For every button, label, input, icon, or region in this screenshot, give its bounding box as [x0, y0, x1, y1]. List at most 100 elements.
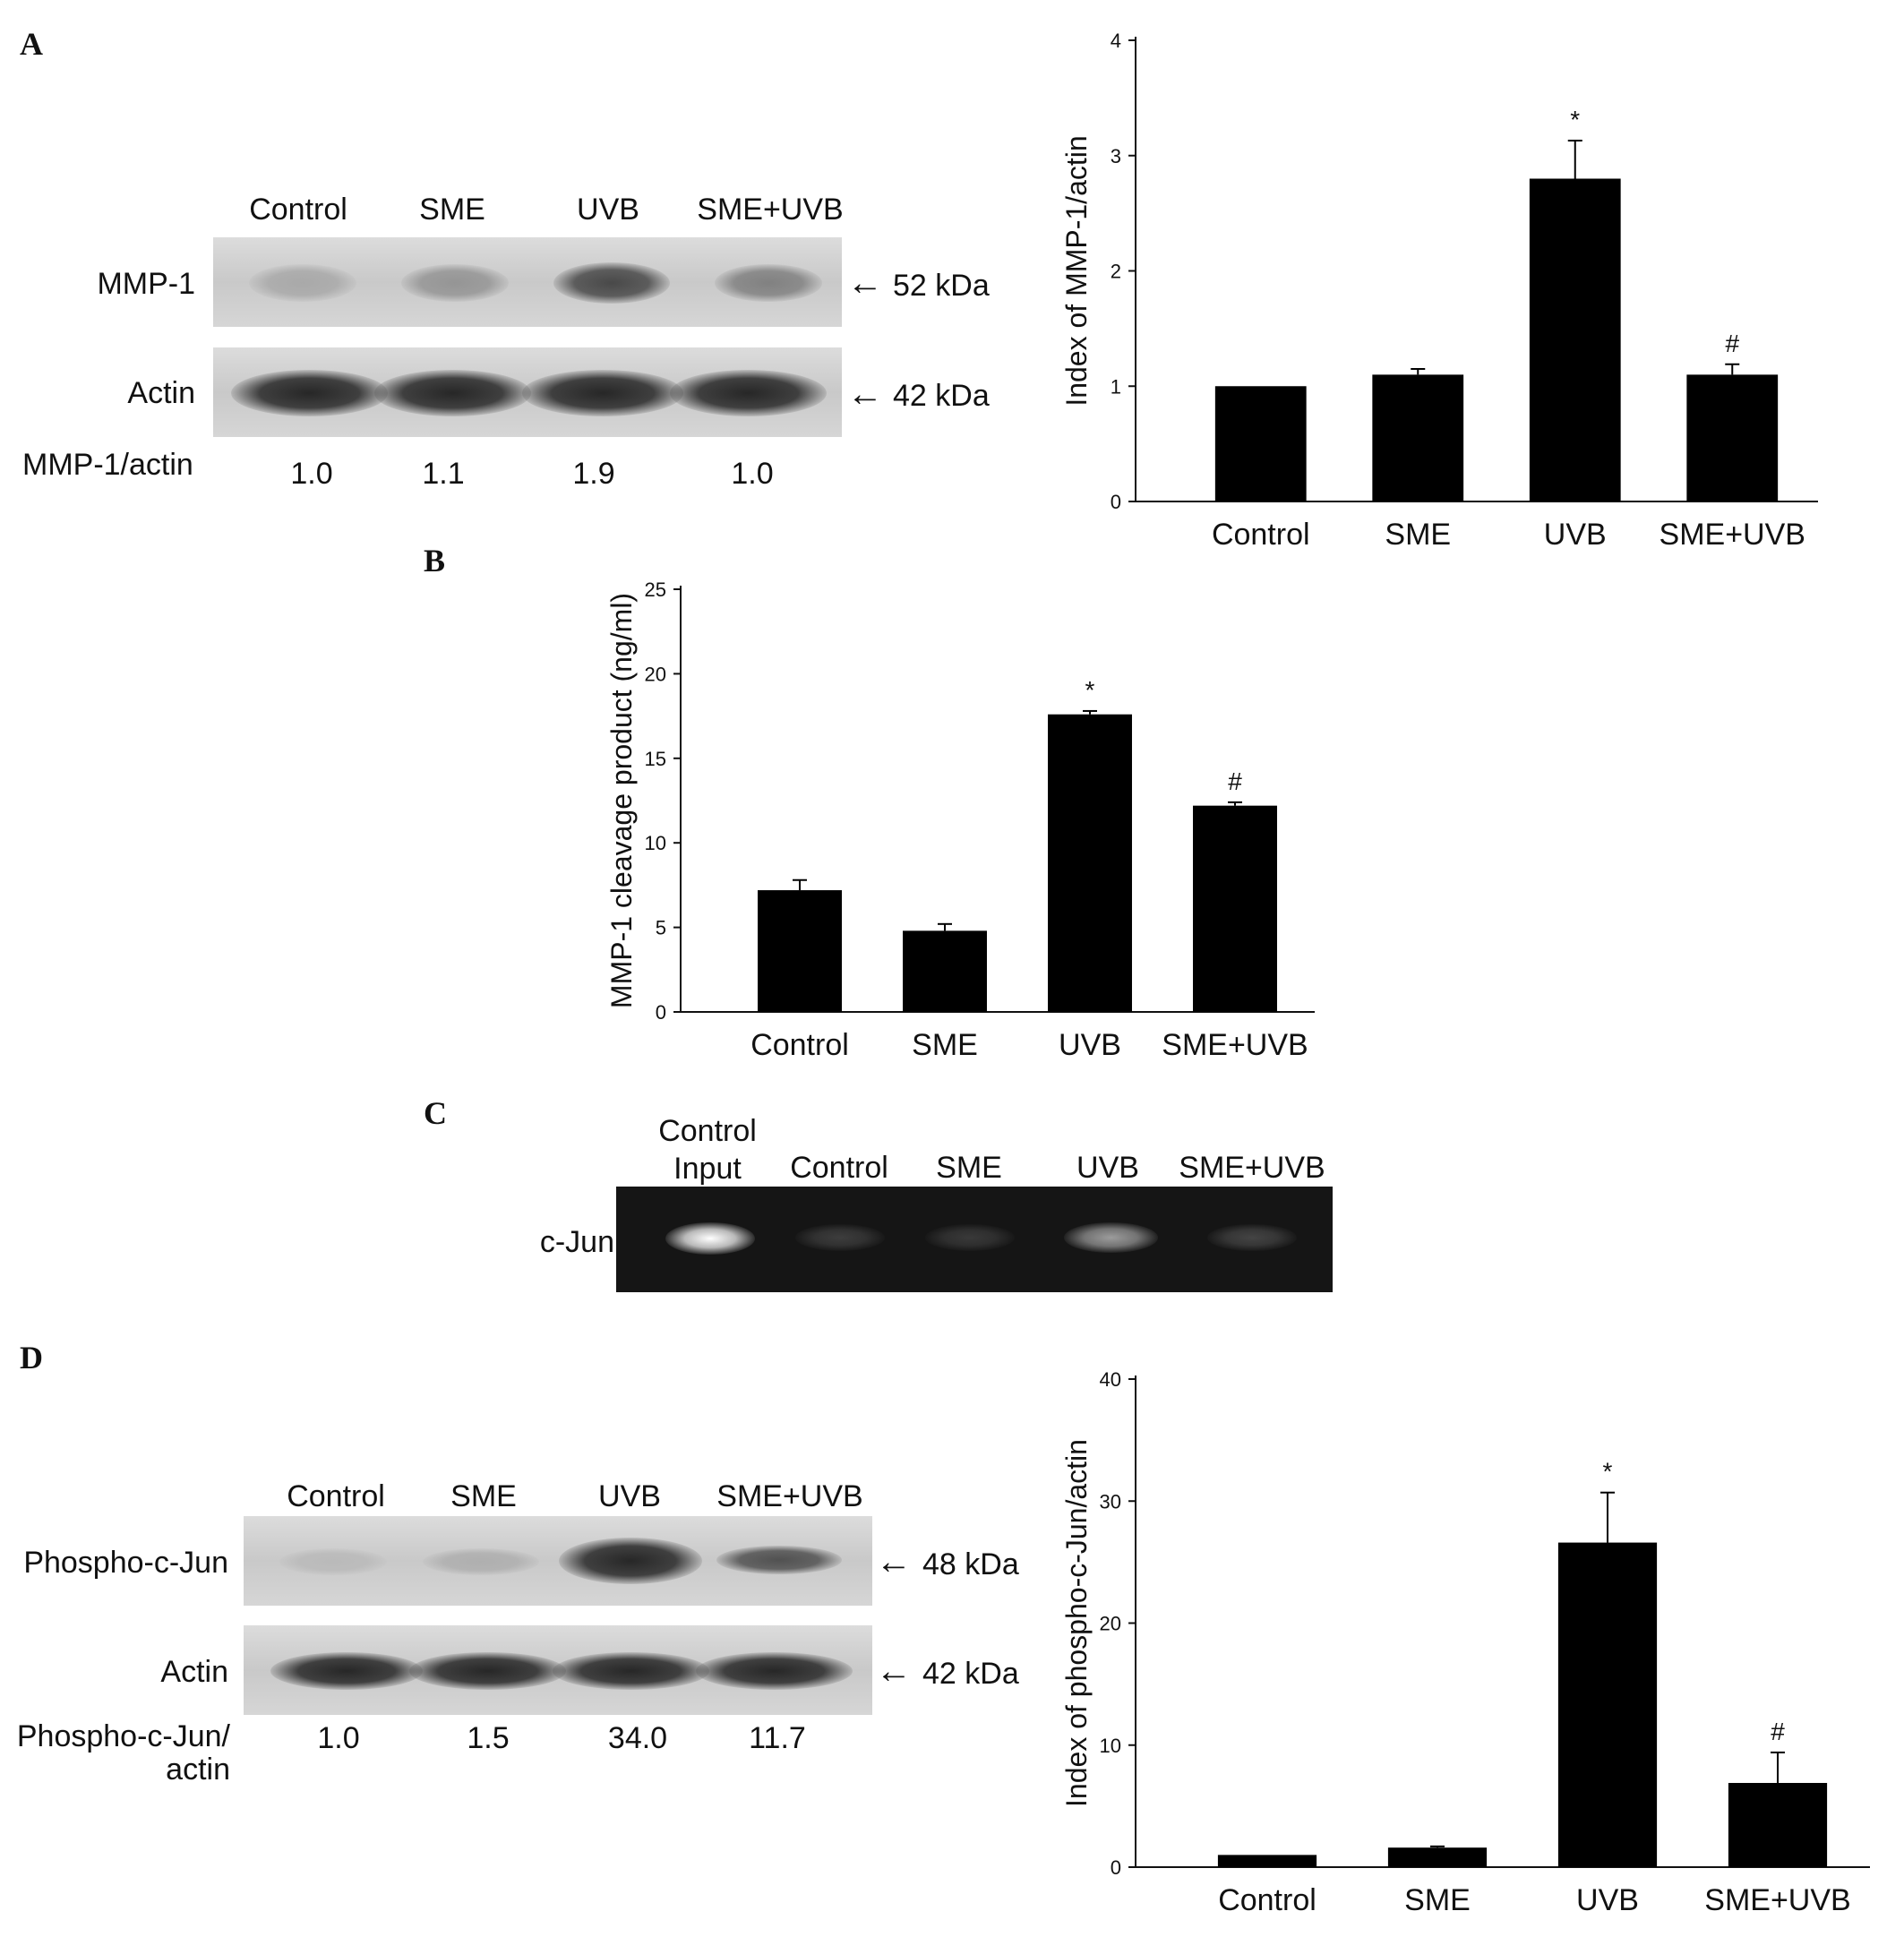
arrow-icon: ←: [876, 1542, 912, 1581]
bar-0: [1214, 386, 1307, 501]
x-tick-label-1: SME: [912, 1028, 978, 1062]
significance-mark-2: *: [1085, 676, 1095, 704]
y-tick-label: 25: [645, 578, 666, 601]
actin-band-d-4: [696, 1652, 853, 1690]
mmp1-band-sme: [401, 264, 509, 302]
y-axis-title: Index of phospho-c-Jun/actin: [1060, 1439, 1093, 1807]
y-tick-label: 30: [1100, 1490, 1121, 1513]
lane-label-d-2: SME: [450, 1479, 517, 1513]
mmp1-band-control: [249, 264, 356, 302]
bar-3: [1728, 1782, 1828, 1867]
arrow-icon: ←: [847, 374, 883, 414]
ratio-value-a-4: 1.0: [731, 457, 774, 491]
ratio-value-d-3: 34.0: [607, 1721, 668, 1755]
phospho-band-sme-uvb: [716, 1546, 842, 1574]
panel-label-d: D: [20, 1340, 43, 1376]
bar-2: [1529, 178, 1621, 501]
arrow-icon: ←: [847, 263, 883, 303]
actin-band-a-2: [374, 370, 531, 416]
actin-size-label-a: 42 kDa: [893, 379, 990, 413]
significance-mark-2: *: [1570, 106, 1580, 133]
x-tick-label-0: Control: [1218, 1883, 1317, 1917]
bar-2: [1557, 1542, 1658, 1867]
actin-blot-strip-d: [244, 1625, 872, 1715]
lane-label-a-1: Control: [249, 193, 347, 227]
y-tick-label: 10: [1100, 1735, 1121, 1757]
y-tick-label: 3: [1111, 145, 1121, 167]
phospho-band-uvb: [559, 1538, 702, 1584]
mmp1-band-uvb: [553, 262, 670, 304]
phospho-size-label: 48 kDa: [922, 1547, 1019, 1581]
phospho-band-sme: [423, 1548, 539, 1575]
actin-band-d-2: [409, 1652, 566, 1690]
y-tick-label: 0: [656, 1001, 666, 1024]
y-axis-title: Index of MMP-1/actin: [1060, 135, 1093, 406]
y-tick-label: 10: [645, 832, 666, 854]
bar-2: [1048, 714, 1132, 1012]
gel-lane-label-4: UVB: [1076, 1151, 1139, 1185]
phospho-band-control: [279, 1548, 387, 1575]
gel-lane-label-2: Control: [790, 1151, 888, 1185]
y-tick-label: 40: [1100, 1368, 1121, 1391]
ratio-value-d-1: 1.0: [317, 1721, 360, 1755]
bar-1: [1372, 374, 1464, 501]
actin-blot-strip-a: [213, 347, 842, 437]
lane-label-d-4: SME+UVB: [716, 1479, 863, 1513]
y-tick-label: 0: [1111, 491, 1121, 513]
gel-band-3: [925, 1224, 1015, 1251]
actin-size-label-d: 42 kDa: [922, 1657, 1019, 1691]
x-tick-label-3: SME+UVB: [1162, 1028, 1308, 1062]
lane-label-a-2: SME: [419, 193, 485, 227]
ratio-value-d-2: 1.5: [467, 1721, 510, 1755]
ratio-value-a-2: 1.1: [422, 457, 465, 491]
y-tick-label: 5: [656, 917, 666, 939]
x-tick-label-2: UVB: [1059, 1028, 1121, 1062]
y-tick-label: 1: [1111, 375, 1121, 398]
gel-lane-label-5: SME+UVB: [1179, 1151, 1325, 1185]
ratio-label-d-line1: Phospho-c-Jun/: [16, 1719, 230, 1753]
actin-band-a-4: [670, 370, 827, 416]
bar-1: [1387, 1847, 1488, 1867]
x-tick-label-1: SME: [1385, 518, 1451, 552]
gel-band-1: [665, 1222, 755, 1255]
ratio-label-d-line2: actin: [166, 1753, 230, 1787]
mmp1-band-sme-uvb: [715, 264, 822, 302]
x-tick-label-3: SME+UVB: [1660, 518, 1805, 552]
y-tick-label: 15: [645, 748, 666, 770]
lane-label-d-1: Control: [287, 1479, 385, 1513]
x-tick-label-0: Control: [1212, 518, 1310, 552]
gel-band-2: [795, 1224, 885, 1251]
arrow-icon: ←: [876, 1651, 912, 1691]
bar-3: [1686, 374, 1779, 501]
bar-0: [1217, 1855, 1317, 1867]
panel-label-a: A: [20, 26, 43, 62]
actin-band-d-1: [270, 1652, 423, 1690]
ratio-label-a: MMP-1/actin: [22, 448, 193, 482]
phospho-c-jun-blot-strip: [244, 1516, 872, 1606]
lane-label-a-3: UVB: [577, 193, 639, 227]
gel-band-5: [1207, 1224, 1297, 1251]
gel-band-4: [1064, 1222, 1158, 1253]
x-tick-label-2: UVB: [1576, 1883, 1639, 1917]
gel-lane-label-3: SME: [936, 1151, 1002, 1185]
gel-row-label: c-Jun: [539, 1225, 614, 1259]
bar-0: [758, 890, 842, 1012]
y-tick-label: 0: [1111, 1856, 1121, 1879]
ratio-value-d-4: 11.7: [749, 1721, 806, 1755]
mmp1-blot-strip: [213, 237, 842, 327]
blot-row-label-actin-a: Actin: [127, 376, 195, 410]
mmp1-size-label: 52 kDa: [893, 269, 990, 303]
actin-band-d-3: [553, 1652, 709, 1690]
ratio-value-a-1: 1.0: [290, 457, 333, 491]
gel-lane-label-1: Control Input: [658, 1114, 757, 1186]
y-tick-label: 2: [1111, 261, 1121, 283]
lane-label-d-3: UVB: [598, 1479, 661, 1513]
gel-image: [616, 1187, 1333, 1292]
bar-1: [903, 930, 987, 1012]
x-tick-label-0: Control: [750, 1028, 849, 1062]
significance-mark-3: #: [1725, 330, 1739, 357]
panel-label-c: C: [424, 1095, 447, 1131]
significance-mark-3: #: [1228, 767, 1242, 795]
